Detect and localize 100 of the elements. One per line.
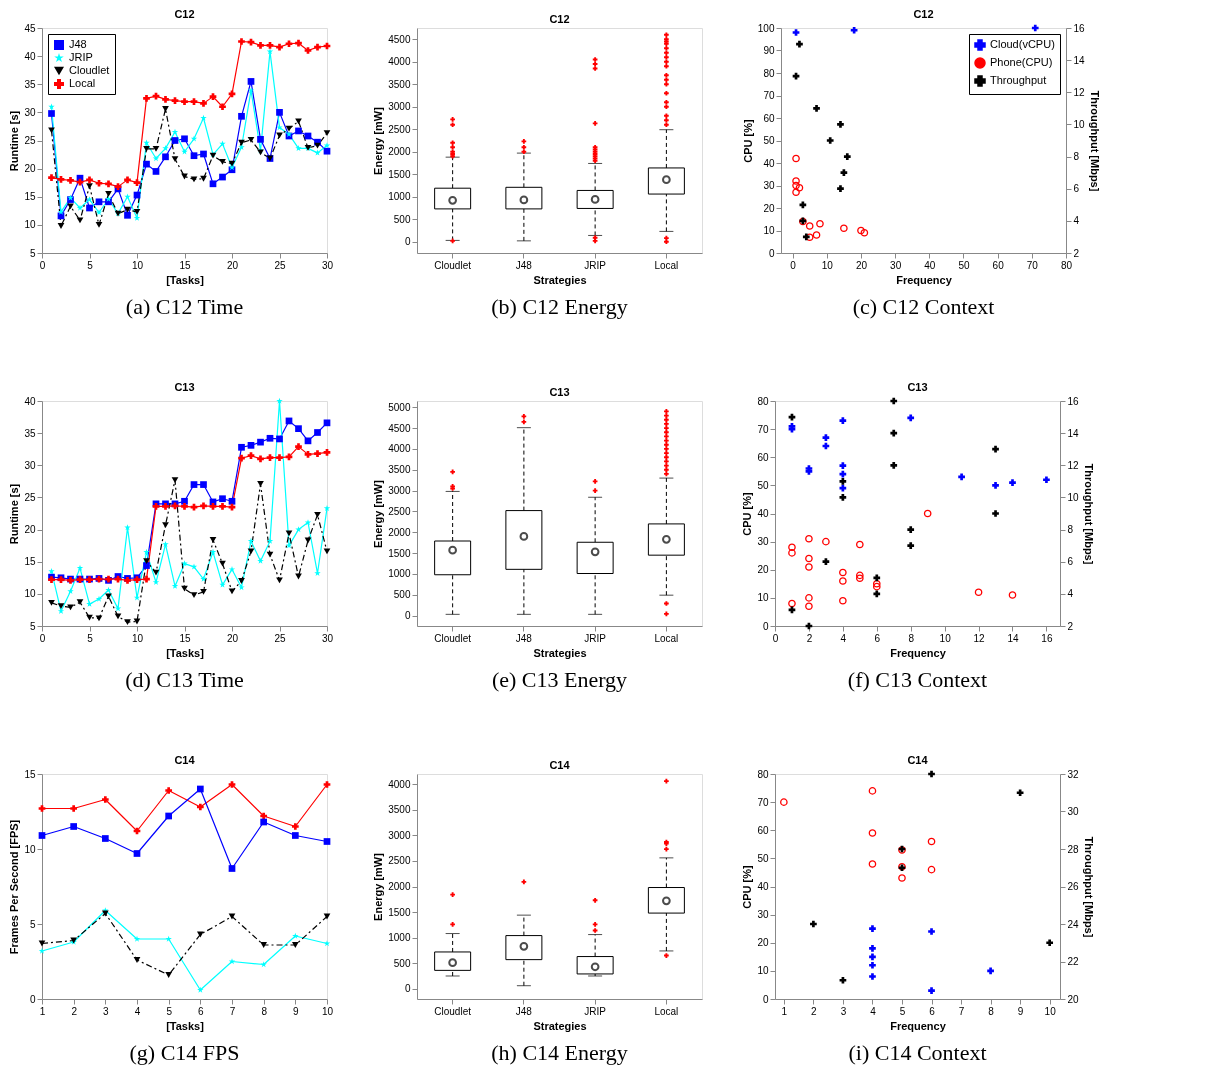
y-axis-title: Energy [mW]: [372, 479, 385, 548]
y2-tick-label: 12: [1067, 459, 1080, 471]
y2-tick-label: 28: [1067, 843, 1080, 855]
y2-tick-label: 4: [1073, 215, 1080, 227]
x-tick-label: 30: [321, 259, 334, 271]
x-axis-title: [Tasks]: [166, 273, 205, 286]
x-tick-label: J48: [515, 632, 533, 644]
x-tick-label: 1: [39, 1005, 46, 1017]
y-tick-label: 4500: [388, 422, 411, 434]
y-tick-label: 4500: [388, 33, 411, 45]
y-tick-label: 0: [768, 247, 775, 259]
x-axis-title: Frequency: [890, 646, 947, 659]
legend-label: Cloudlet: [69, 64, 110, 76]
y2-tick-label: 32: [1067, 768, 1080, 780]
y-tick-label: 90: [763, 45, 775, 56]
x-tick-label: J48: [515, 259, 533, 271]
x-tick-label: Local: [654, 259, 679, 271]
y-tick-label: 10: [24, 588, 36, 600]
chart-title: C13: [549, 386, 570, 398]
x-tick-label: 6: [929, 1005, 936, 1017]
y-tick-label: 70: [763, 90, 775, 101]
x-tick-label: 10: [1044, 1005, 1057, 1017]
y-tick-label: 10: [757, 592, 769, 604]
x-tick-label: 9: [293, 1005, 300, 1017]
x-axis-title: [Tasks]: [166, 1019, 205, 1032]
x-tick-label: Cloudlet: [434, 632, 472, 644]
x-tick-label: 1: [781, 1005, 788, 1017]
x-tick-label: 5: [899, 1005, 906, 1017]
text: (f) C13 Context: [847, 667, 988, 692]
y-tick-label: 10: [763, 225, 775, 236]
x-tick-label: 14: [1007, 632, 1019, 644]
x-tick-label: Cloudlet: [434, 1005, 472, 1017]
y2-tick-label: 16: [1067, 395, 1080, 407]
y-tick-label: 4000: [388, 778, 411, 790]
x-tick-label: JRIP: [584, 1005, 607, 1017]
legend-label: Phone(CPU): [990, 56, 1053, 68]
x-tick-label: 16: [1041, 632, 1053, 644]
y-axis-title: Frames Per Second [FPS]: [8, 819, 21, 955]
y-tick-label: 10: [24, 219, 36, 231]
x-tick-label: 70: [1026, 259, 1039, 271]
y2-tick-label: 8: [1073, 151, 1080, 163]
x-tick-label: 5: [87, 632, 94, 644]
y2-tick-label: 6: [1067, 556, 1074, 568]
x-tick-label: 0: [39, 259, 46, 271]
x-tick-label: 4: [870, 1005, 877, 1017]
y-tick-label: 5000: [388, 401, 411, 413]
y-tick-label: 40: [24, 50, 36, 62]
text: (g) C14 FPS: [129, 1040, 240, 1065]
y-tick-label: 2500: [388, 855, 411, 867]
y-tick-label: 5: [29, 918, 36, 930]
y-tick-label: 3000: [388, 101, 411, 113]
y-tick-label: 30: [763, 180, 775, 191]
y-tick-label: 0: [404, 236, 411, 248]
text: (b) C12 Energy: [491, 294, 628, 319]
y-tick-label: 2000: [388, 526, 411, 538]
x-tick-label: 4: [840, 632, 847, 644]
y-tick-label: 20: [757, 937, 769, 949]
y-tick-label: 500: [393, 213, 411, 225]
y-tick-label: 15: [24, 191, 36, 203]
legend-label: Throughput: [990, 74, 1047, 86]
y-tick-label: 1000: [388, 568, 411, 580]
y-tick-label: 15: [24, 556, 36, 568]
x-tick-label: 25: [274, 259, 286, 271]
x-tick-label: 7: [958, 1005, 965, 1017]
x-tick-label: 8: [908, 632, 915, 644]
y-tick-label: 100: [757, 22, 775, 34]
x-tick-label: 6: [198, 1005, 205, 1017]
x-tick-label: 10: [321, 1005, 334, 1017]
y-axis-title: Runtime [s]: [8, 110, 21, 172]
y-tick-label: 40: [763, 157, 775, 169]
y-tick-label: 30: [757, 909, 769, 921]
y-tick-label: 80: [757, 768, 769, 780]
chart-title: C12: [174, 8, 195, 20]
legend-label: JRIP: [69, 51, 93, 63]
y-tick-label: 5: [29, 620, 36, 632]
x-tick-label: 50: [958, 259, 970, 271]
x-tick-label: 8: [261, 1005, 268, 1017]
y-tick-label: 80: [757, 395, 769, 407]
y2-axis-title: Throughput [Mbps]: [1088, 90, 1101, 192]
x-tick-label: 40: [924, 259, 936, 271]
y2-tick-label: 6: [1073, 183, 1080, 195]
legend-label: Cloud(vCPU): [990, 38, 1055, 50]
y-tick-label: 20: [24, 524, 36, 536]
x-tick-label: 30: [321, 632, 334, 644]
y-tick-label: 40: [757, 881, 769, 892]
x-tick-label: 0: [39, 632, 46, 644]
chart-title: C14: [907, 754, 929, 766]
y-tick-label: 50: [757, 852, 769, 864]
y-tick-label: 30: [24, 459, 36, 471]
y-tick-label: 20: [763, 202, 775, 214]
y2-tick-label: 10: [1067, 491, 1080, 503]
x-axis-title: Strategies: [533, 1019, 587, 1032]
y-tick-label: 4000: [388, 443, 411, 455]
y-tick-label: 70: [757, 423, 769, 435]
y-tick-label: 20: [757, 564, 769, 576]
y-tick-label: 70: [757, 796, 769, 808]
y-tick-label: 1000: [388, 932, 411, 944]
x-tick-label: 30: [890, 259, 902, 271]
y-tick-label: 4000: [388, 56, 411, 68]
text: (i) C14 Context: [848, 1040, 987, 1065]
